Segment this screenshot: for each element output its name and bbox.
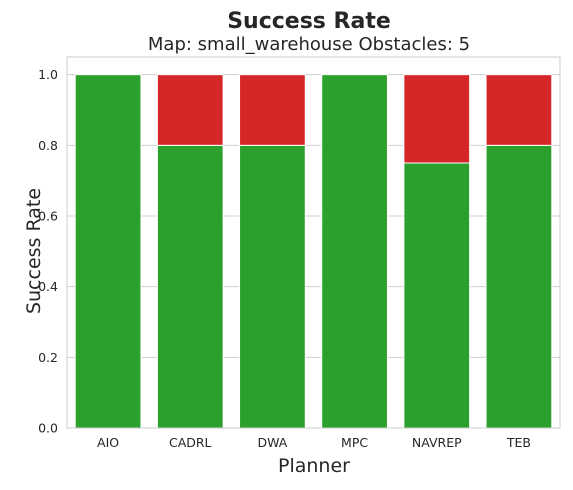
y-tick-label: 0.8: [38, 138, 58, 153]
y-tick-label: 0.0: [38, 421, 58, 436]
axes-spines: [66, 56, 561, 429]
y-tick-label: 0.6: [38, 209, 58, 224]
x-tick-label: MPC: [341, 435, 368, 450]
bar-teb-segment-1: [485, 74, 553, 146]
chart-subtitle: Map: small_warehouse Obstacles: 5: [148, 34, 470, 55]
bar-navrep-segment-1: [403, 74, 471, 164]
bar-cadrl-segment-1: [156, 74, 224, 146]
bar-aio-segment-0: [74, 74, 142, 429]
bar-mpc-segment-0: [321, 74, 388, 429]
x-tick-labels: AIO CADRL DWA MPC NAVREP TEB: [97, 435, 531, 450]
bar-teb-segment-0: [485, 144, 553, 429]
bar-dwa-segment-1: [239, 74, 306, 146]
x-tick-label: TEB: [506, 435, 531, 450]
x-tick-label: AIO: [97, 435, 119, 450]
chart-title: Success Rate: [227, 9, 391, 34]
bar-navrep-segment-0: [403, 162, 471, 429]
x-axis-label: Planner: [278, 455, 350, 477]
bars: [74, 74, 553, 429]
bar-dwa-segment-0: [239, 144, 306, 429]
x-tick-label: NAVREP: [412, 435, 462, 450]
axes-frame: [66, 56, 561, 429]
y-axis-label: Success Rate: [23, 188, 45, 314]
bar-cadrl-segment-0: [156, 144, 224, 429]
y-tick-label: 1.0: [38, 67, 58, 82]
y-tick-label: 0.4: [38, 279, 58, 294]
x-tick-label: CADRL: [169, 435, 212, 450]
x-tick-label: DWA: [257, 435, 287, 450]
y-tick-labels: 0.0 0.2 0.4 0.6 0.8 1.0: [38, 67, 58, 435]
y-tick-label: 0.2: [38, 350, 58, 365]
